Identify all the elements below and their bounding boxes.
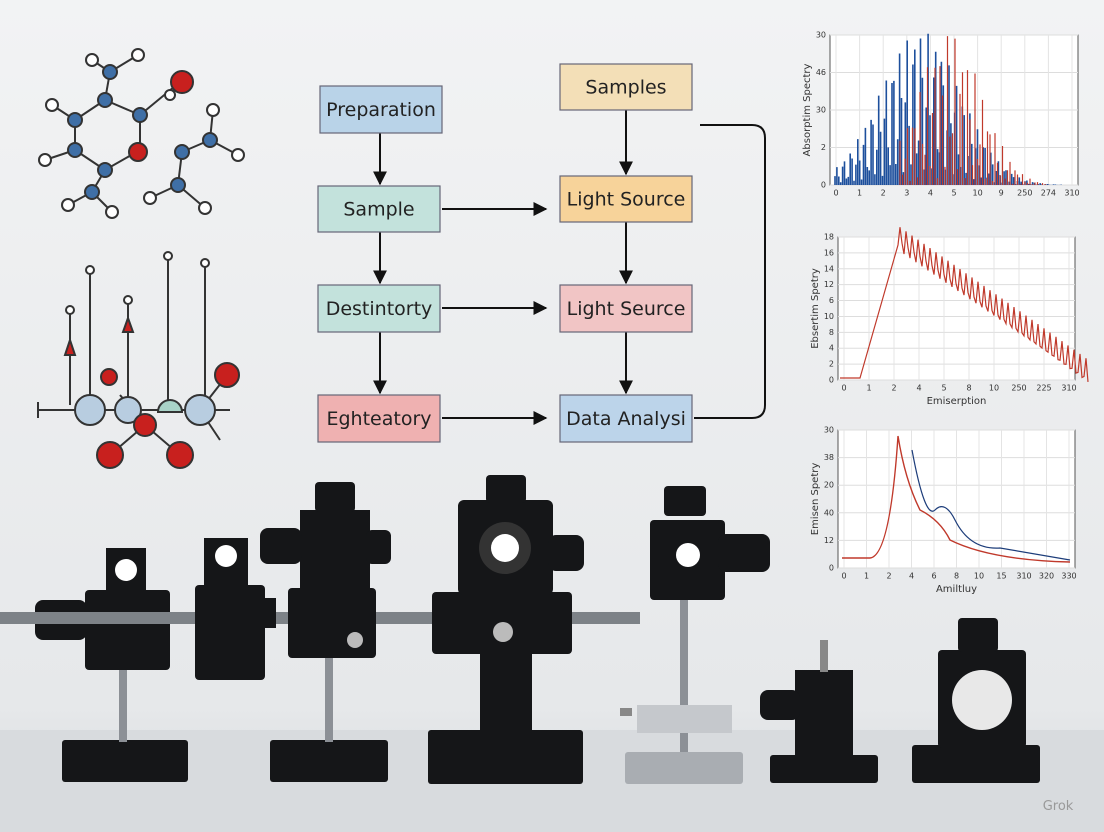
plot: 30 46 30 2 00 1 2 3 4 5 10 9 250 274 310 Absorptim Spec…	[802, 31, 1080, 198]
x-tick-label: 10	[974, 572, 984, 581]
flow-node: Sample	[317, 185, 441, 233]
y-tick-label: 0	[829, 376, 834, 385]
node-box	[559, 394, 693, 443]
y-tick-label: 0	[821, 181, 826, 190]
y-tick-label: 30	[816, 31, 826, 40]
y-tick-label: 2	[829, 360, 834, 369]
y-axis-label: Ebsertim Spetry	[810, 268, 821, 349]
y-tick-label: 12	[824, 536, 834, 545]
node-box	[559, 175, 693, 223]
x-tick-label: 330	[1061, 572, 1076, 581]
x-tick-label: 0	[833, 189, 838, 198]
x-tick-label: 250	[1011, 384, 1026, 393]
spectrum	[842, 435, 1071, 563]
y-tick-label: 8	[829, 328, 834, 337]
x-tick-label: 8	[966, 384, 971, 393]
flow-node: Data Analysi	[559, 394, 693, 443]
node-label: Destintorty	[326, 298, 433, 320]
x-tick-label: 5	[951, 189, 956, 198]
x-tick-label: 310	[1064, 189, 1079, 198]
y-tick-label: 30	[816, 106, 826, 115]
x-tick-label: 3	[904, 189, 909, 198]
x-tick-label: 4	[916, 384, 921, 393]
x-tick-label: 310	[1061, 384, 1076, 393]
x-tick-label: 0	[841, 572, 846, 581]
node-label: Data Analysi	[566, 408, 686, 430]
node-label: Preparation	[326, 99, 436, 121]
flow-node: Samples	[559, 63, 693, 111]
x-tick-label: 0	[841, 384, 846, 393]
x-tick-label: 2	[881, 189, 886, 198]
x-tick-label: 225	[1036, 384, 1051, 393]
node-box	[317, 185, 441, 233]
molecule-diagram	[37, 251, 240, 469]
node-box	[559, 284, 693, 333]
y-tick-label: 20	[824, 481, 834, 490]
node-box	[559, 63, 693, 111]
flow-node: Destintorty	[317, 284, 441, 333]
molecule	[38, 48, 245, 219]
x-tick-label: 1	[857, 189, 862, 198]
plot-frame	[837, 236, 1076, 381]
node-label: Light Source	[567, 189, 686, 211]
x-tick-label: 1	[864, 572, 869, 581]
x-tick-label: 10	[973, 189, 983, 198]
feedback-line	[694, 124, 766, 419]
x-tick-label: 5	[941, 384, 946, 393]
y-tick-label: 40	[824, 508, 834, 517]
y-tick-label: 12	[824, 280, 834, 289]
x-tick-label: 1	[866, 384, 871, 393]
x-tick-label: 274	[1041, 189, 1056, 198]
flow-node: Light Source	[559, 175, 693, 223]
watermark: Grok	[1043, 799, 1074, 814]
node-box	[317, 394, 441, 443]
y-tick-label: 18	[824, 233, 834, 242]
x-tick-label: 15	[996, 572, 1006, 581]
x-tick-label: 10	[989, 384, 999, 393]
spectrum	[911, 449, 1071, 561]
y-tick-label: 14	[824, 264, 834, 273]
y-tick-label: 16	[824, 248, 834, 257]
x-tick-label: 4	[928, 189, 933, 198]
y-tick-label: 4	[829, 344, 834, 353]
x-axis-label: Amiltluy	[936, 584, 977, 595]
spectrum	[899, 36, 1049, 185]
optical-equipment	[0, 475, 1040, 784]
node-label: Eghteatory	[326, 408, 431, 430]
y-tick-label: 46	[816, 68, 826, 77]
y-tick-label: 30	[824, 426, 834, 435]
flow-node: Light Seurce	[559, 284, 693, 333]
y-tick-label: 6	[829, 296, 834, 305]
x-tick-label: 4	[909, 572, 914, 581]
x-tick-label: 310	[1016, 572, 1031, 581]
y-tick-label: 38	[824, 453, 834, 462]
x-tick-label: 2	[891, 384, 896, 393]
node-label: Samples	[585, 77, 666, 99]
flowchart: Preparation Samples Sample Light Source Dest…	[317, 63, 766, 443]
node-label: Sample	[343, 199, 414, 221]
x-axis-label: Emiserption	[927, 396, 987, 407]
y-axis-label: Absorptim Spectry	[802, 63, 813, 156]
node-box	[319, 85, 443, 134]
y-tick-label: 2	[821, 143, 826, 152]
spectrum	[840, 227, 1089, 382]
flow-node: Eghteatory	[317, 394, 441, 443]
y-tick-label: 0	[829, 564, 834, 573]
y-tick-label: 10	[824, 312, 834, 321]
x-tick-label: 8	[954, 572, 959, 581]
x-tick-label: 2	[886, 572, 891, 581]
node-box	[317, 284, 441, 333]
x-tick-label: 320	[1039, 572, 1054, 581]
y-axis-label: Emisen Spetry	[810, 463, 821, 536]
x-tick-label: 9	[999, 189, 1004, 198]
x-tick-label: 6	[931, 572, 936, 581]
x-tick-label: 250	[1017, 189, 1032, 198]
node-label: Light Seurce	[567, 298, 686, 320]
flow-node: Preparation	[319, 85, 443, 134]
